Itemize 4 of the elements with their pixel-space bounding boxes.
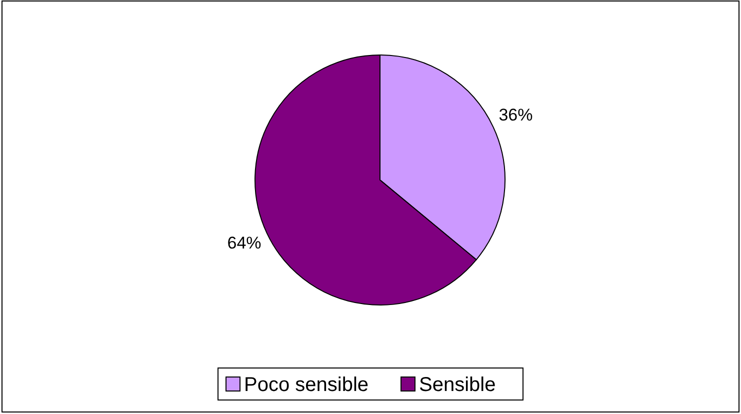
data-label: 36% <box>498 106 533 125</box>
data-label: 64% <box>227 233 262 252</box>
legend-label: Poco sensible <box>244 374 369 396</box>
legend-label: Sensible <box>419 374 496 396</box>
